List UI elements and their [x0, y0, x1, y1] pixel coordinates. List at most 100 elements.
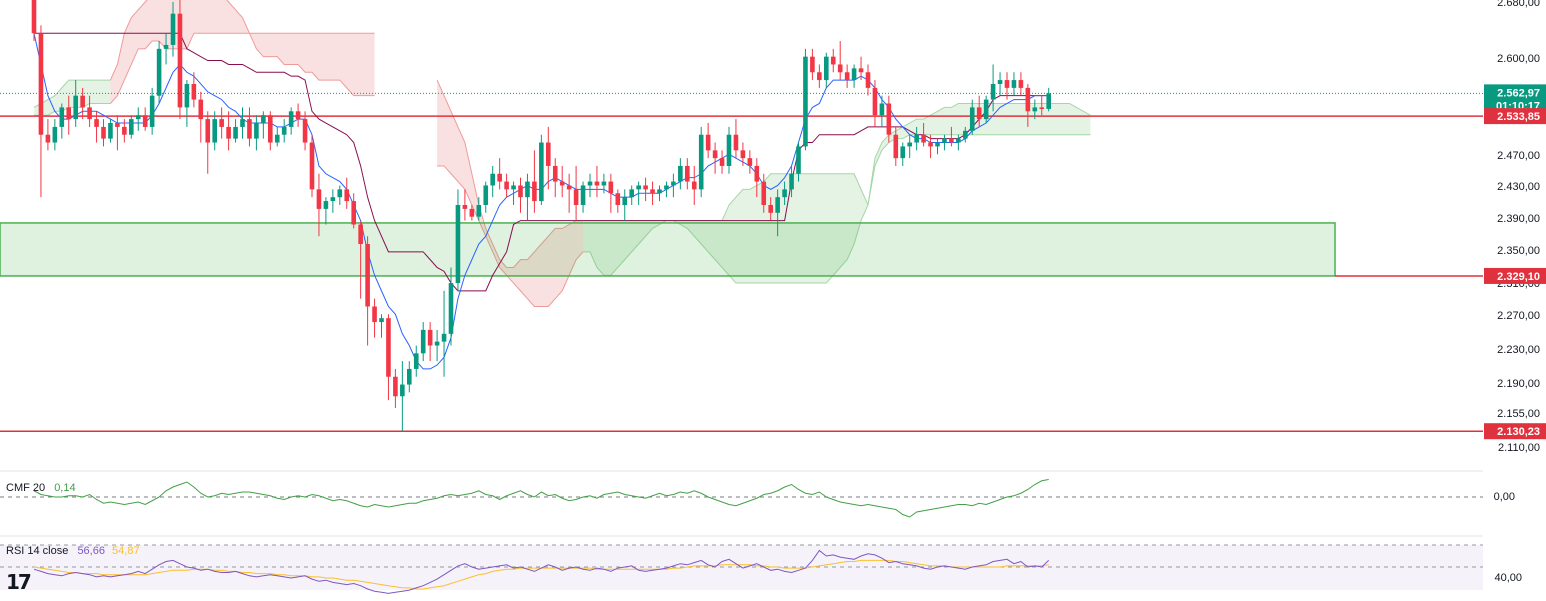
- candle-body: [956, 138, 961, 143]
- senkou-b-line: [583, 204, 869, 284]
- candle-body: [274, 134, 280, 143]
- candle-body: [858, 68, 864, 73]
- candle-body: [671, 181, 676, 186]
- candle-body: [52, 126, 58, 143]
- candle-body: [622, 197, 628, 205]
- candle-body: [691, 181, 697, 190]
- candle-body: [156, 48, 162, 96]
- senkou-a-line: [33, 79, 111, 108]
- candle-body: [678, 165, 683, 182]
- candle-body: [935, 142, 940, 147]
- candle-body: [518, 185, 523, 198]
- senkou-b-line: [867, 134, 1091, 206]
- candle-body: [1004, 80, 1010, 88]
- candle-body: [205, 119, 211, 143]
- candle-body: [1046, 93, 1051, 109]
- candle-body: [726, 134, 732, 166]
- candle-body: [983, 99, 989, 120]
- senkou-a-line: [109, 0, 375, 97]
- candle-body: [775, 197, 780, 213]
- candle-body: [573, 189, 579, 205]
- kijun-line: [34, 32, 1049, 292]
- candle-body: [372, 306, 377, 323]
- level-price-tag: [1484, 108, 1546, 125]
- senkou-a-line: [436, 79, 584, 268]
- cloud-segment: [583, 173, 868, 284]
- cmf-line: [33, 479, 1049, 518]
- candle-body: [997, 80, 1003, 84]
- candle-body: [657, 189, 662, 194]
- rsi-value: 56,66: [77, 545, 105, 557]
- candle-body: [351, 201, 356, 225]
- candle-body: [817, 72, 822, 81]
- candle-body: [1011, 80, 1017, 88]
- candle-body: [1018, 80, 1024, 88]
- candle-body: [976, 107, 982, 120]
- candle-body: [525, 181, 530, 198]
- candle-body: [434, 341, 440, 346]
- candle-body: [990, 83, 996, 100]
- candle-body: [511, 185, 516, 190]
- candle-body: [337, 189, 343, 198]
- candle-body: [302, 119, 308, 143]
- candle-body: [796, 146, 801, 174]
- cloud-segment: [437, 80, 584, 307]
- candle-body: [601, 181, 607, 186]
- candle-body: [483, 185, 489, 205]
- candle-body: [789, 173, 794, 190]
- candle-body: [455, 204, 461, 284]
- candle-body: [170, 13, 176, 45]
- candle-body: [344, 189, 350, 202]
- candle-body: [462, 204, 468, 209]
- candle-body: [712, 150, 718, 159]
- candle-body: [872, 87, 878, 116]
- candle-body: [87, 107, 92, 120]
- price-tick-label: 2.680,00: [1497, 0, 1540, 9]
- candle-body: [504, 181, 509, 190]
- candle-body: [219, 119, 224, 127]
- candles: [31, 0, 1051, 432]
- candle-body: [254, 123, 259, 139]
- price-tick-label: 2.430,00: [1497, 181, 1540, 193]
- candle-body: [497, 173, 502, 182]
- candle-body: [782, 189, 787, 198]
- candle-body: [323, 201, 329, 209]
- candle-body: [921, 134, 926, 143]
- candle-body: [754, 165, 760, 182]
- horizontal-levels[interactable]: [0, 92, 1483, 432]
- cmf-legend[interactable]: CMF 20 0,14: [6, 482, 76, 494]
- candle-body: [643, 185, 648, 190]
- candle-body: [129, 119, 134, 135]
- level-price-label: 2.329,10: [1497, 271, 1540, 283]
- candle-body: [844, 72, 850, 81]
- candle-body: [837, 64, 843, 73]
- candle-body: [365, 244, 370, 307]
- candle-body: [559, 181, 565, 186]
- rsi-legend[interactable]: RSI 14 close 56,66 54,87: [6, 545, 140, 557]
- candle-body: [386, 318, 391, 377]
- price-tick-label: 2.110,00: [1498, 442, 1540, 454]
- candle-body: [163, 44, 169, 49]
- candle-body: [400, 384, 405, 397]
- candle-body: [949, 138, 954, 143]
- oscillators: [33, 479, 1050, 594]
- level-price-label: 2.533,85: [1497, 111, 1540, 123]
- price-tick-label: 2.600,00: [1497, 53, 1540, 65]
- tradingview-logo-icon[interactable]: 17: [6, 570, 32, 594]
- candle-body: [149, 95, 155, 127]
- candle-body: [698, 134, 704, 190]
- candle-body: [316, 189, 322, 209]
- candle-body: [761, 181, 767, 205]
- candle-body: [615, 193, 621, 205]
- candle-body: [191, 83, 197, 100]
- candle-body: [268, 115, 273, 143]
- candle-body: [261, 115, 266, 124]
- candle-body: [1025, 87, 1031, 112]
- cmf-tick-label: 0,00: [1494, 491, 1515, 503]
- price-tick-label: 2.390,00: [1497, 213, 1540, 225]
- candle-body: [1039, 107, 1045, 109]
- candle-body: [108, 123, 113, 139]
- candle-body: [664, 185, 669, 190]
- candle-body: [629, 189, 634, 198]
